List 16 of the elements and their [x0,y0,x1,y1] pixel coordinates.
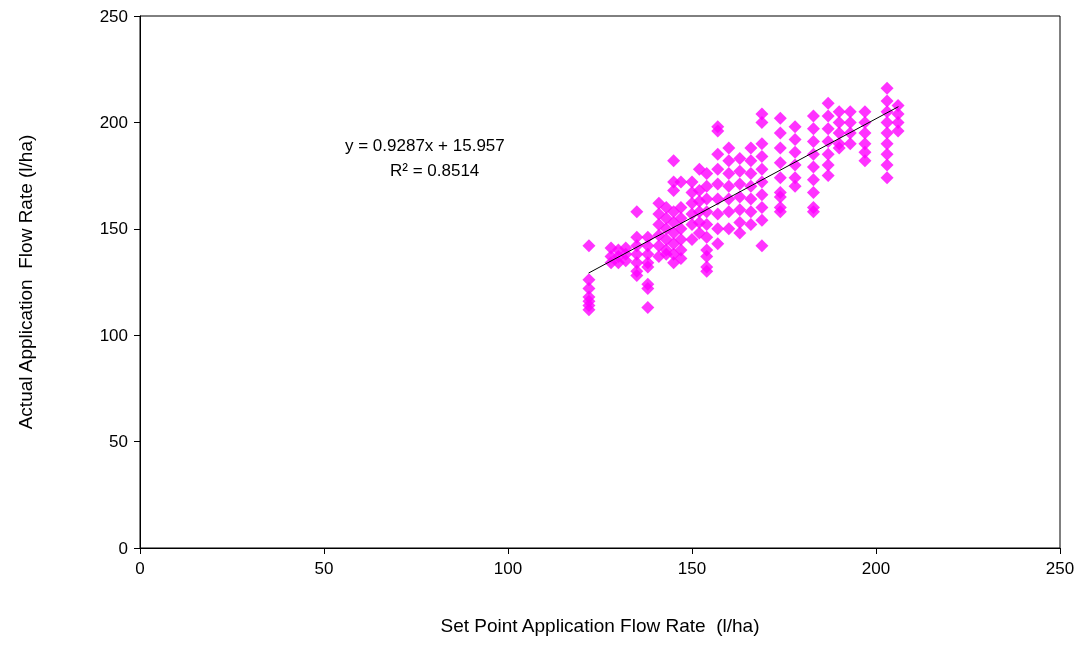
y-tick-label: 150 [99,219,128,239]
annotation: y = 0.9287x + 15.957 [345,136,505,155]
y-tick-label: 100 [99,325,128,345]
x-tick-label: 100 [493,559,523,578]
y-axis-title: Actual Application Flow Rate (l/ha) [15,134,36,430]
x-axis-title: Set Point Application Flow Rate (l/ha) [440,615,760,636]
y-tick-label: 250 [99,6,128,26]
x-tick-label: 150 [677,559,707,578]
x-tick-label: 0 [135,559,145,578]
y-tick-label: 50 [109,432,128,452]
x-tick-label: 200 [861,559,891,578]
x-tick-label: 250 [1045,559,1075,578]
y-tick-label: 200 [99,112,128,132]
y-tick-label: 0 [118,538,128,558]
annotation: R² = 0.8514 [390,161,480,180]
x-tick-label: 50 [314,559,334,578]
